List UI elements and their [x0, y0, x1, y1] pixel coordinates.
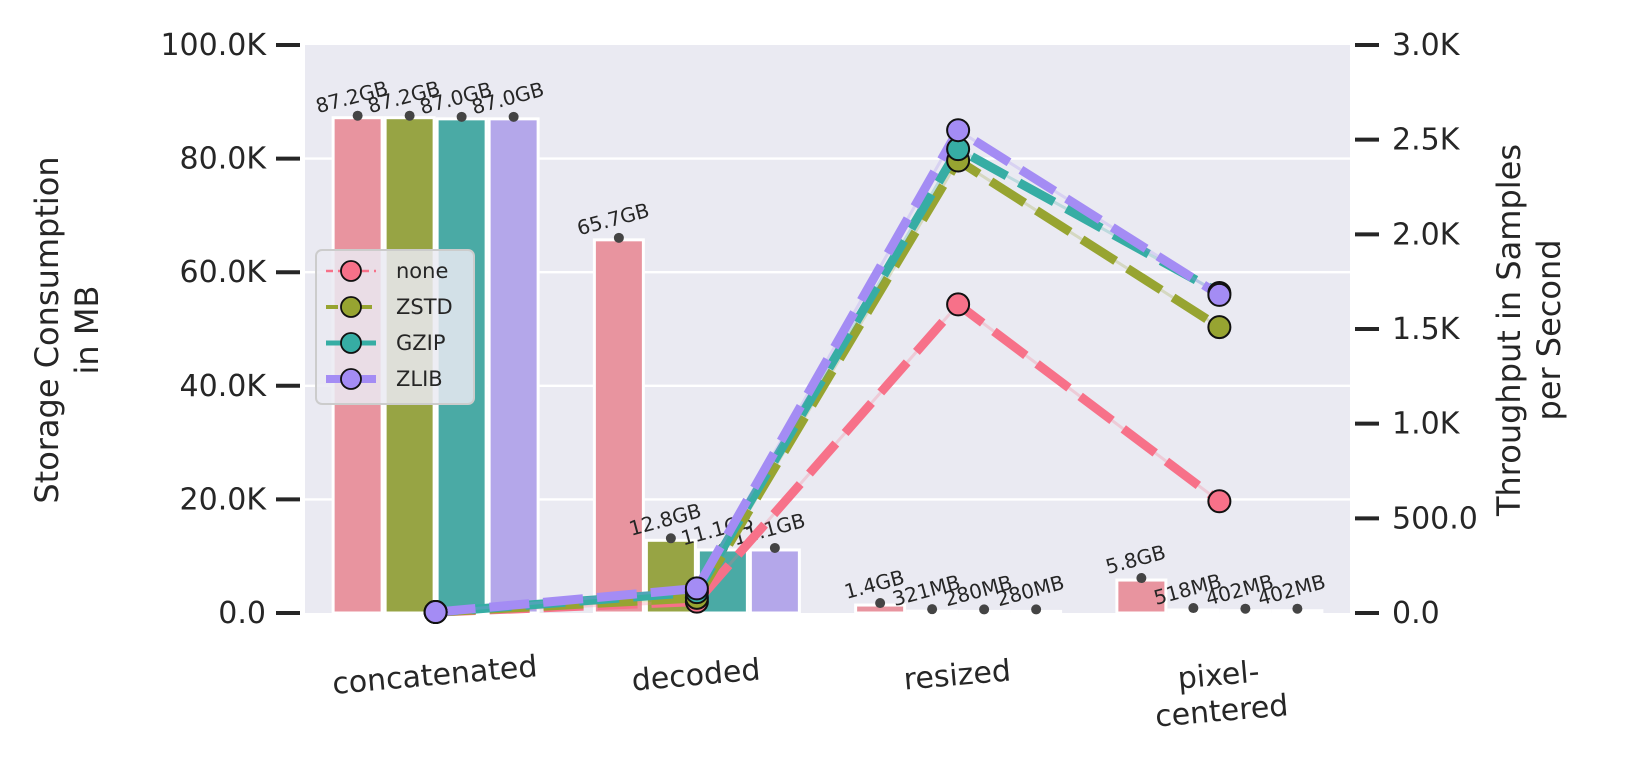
- marker-zlib-3: [1207, 282, 1232, 307]
- marker-zstd-3: [1207, 315, 1232, 340]
- right-tick-label: 1.5K: [1392, 312, 1461, 347]
- legend-box: [315, 249, 475, 405]
- marker-zlib-2: [946, 118, 971, 143]
- left-tick-label: 100.0K: [160, 28, 267, 63]
- left-axis-title: Storage Consumptionin MB: [28, 156, 106, 503]
- x-tick-label-group: decoded: [630, 652, 761, 698]
- x-axis: concatenated decoded resized pixel-centered: [331, 649, 1290, 735]
- x-tick-label: concatenated: [331, 649, 539, 702]
- right-tick-label: 2.5K: [1392, 123, 1461, 158]
- bar-zlib-0: [487, 117, 540, 615]
- bar-value-dot: [875, 598, 886, 609]
- right-tick-label: 2.0K: [1392, 217, 1461, 252]
- right-tick-label: 3.0K: [1392, 28, 1461, 63]
- x-tick-label-group: concatenated: [331, 649, 539, 702]
- marker-zlib-0: [423, 600, 448, 625]
- x-tick-label-line: decoded: [630, 652, 761, 698]
- bar-value-dot: [979, 604, 990, 615]
- bar-value-dot: [613, 232, 624, 243]
- bar-zlib-1: [748, 548, 801, 615]
- throughput-lines: [435, 123, 1223, 617]
- line-zlib: [435, 123, 1222, 617]
- legend: none ZSTD GZIP ZLIB: [315, 249, 475, 405]
- x-tick-label-line: centered: [1154, 688, 1290, 734]
- x-tick-label-group: resized: [902, 653, 1012, 697]
- bar-value-dot: [1031, 604, 1042, 615]
- legend-label-gzip: GZIP: [396, 331, 446, 355]
- right-tick-label: 1.0K: [1392, 407, 1461, 442]
- x-tick-label: pixel-centered: [1151, 652, 1290, 734]
- axis-title-line: in MB: [68, 286, 106, 375]
- x-tick-label-line: concatenated: [331, 649, 539, 702]
- left-tick-label: 40.0K: [180, 369, 268, 404]
- marker-zlib-1: [684, 576, 709, 601]
- left-tick-label: 60.0K: [180, 255, 268, 290]
- marker-none-2: [946, 292, 971, 317]
- bar-value-dot: [352, 110, 363, 121]
- axis-title-line: Throughput in Samples: [1490, 144, 1528, 517]
- x-tick-label-group: pixel-centered: [1151, 652, 1290, 735]
- right-tick-label: 0.0: [1392, 596, 1440, 631]
- bar-value-dot: [1188, 603, 1199, 614]
- bar-value-dot: [456, 111, 467, 122]
- x-tick-label-line: resized: [902, 653, 1012, 697]
- bar-value-dot: [1240, 603, 1251, 614]
- bar-value-dot: [508, 111, 519, 122]
- legend-marker-gzip: [340, 332, 362, 354]
- right-axis: 0.0 500.0 1.0K 1.5K 2.0K 2.5K 3.0K: [1355, 28, 1478, 631]
- bar-value-dot: [1136, 573, 1147, 584]
- bar-value-dots: [352, 110, 1303, 615]
- bar-value-dot: [665, 533, 676, 544]
- left-tick-label: 0.0: [218, 596, 266, 631]
- x-tick-label-line: pixel-: [1176, 655, 1261, 697]
- axis-title-line: per Second: [1530, 239, 1568, 420]
- right-axis-title: Throughput in Samplesper Second: [1490, 144, 1568, 517]
- x-tick-label: resized: [902, 653, 1012, 697]
- left-axis: 0.0 20.0K 40.0K 60.0K 80.0K 100.0K: [160, 28, 300, 631]
- left-tick-label: 20.0K: [180, 482, 268, 517]
- throughput-markers: [423, 118, 1232, 625]
- line-zstd: [435, 154, 1222, 617]
- legend-label-zstd: ZSTD: [396, 295, 453, 319]
- x-tick-label: decoded: [630, 652, 761, 698]
- right-tick-label: 500.0: [1392, 501, 1478, 536]
- legend-label-none: none: [396, 259, 448, 283]
- left-tick-label: 80.0K: [180, 142, 268, 177]
- marker-none-3: [1207, 489, 1232, 514]
- line-gzip: [435, 143, 1222, 617]
- legend-marker-none: [340, 260, 362, 282]
- legend-label-zlib: ZLIB: [396, 367, 443, 391]
- bar-none-1: [592, 238, 645, 615]
- axis-title-line: Storage Consumption: [28, 156, 66, 503]
- bar-value-dot: [927, 604, 938, 615]
- legend-marker-zlib: [340, 368, 362, 390]
- legend-marker-zstd: [340, 296, 362, 318]
- bar-value-dot: [1292, 603, 1303, 614]
- bar-value-dot: [769, 542, 780, 553]
- bar-value-dot: [404, 110, 415, 121]
